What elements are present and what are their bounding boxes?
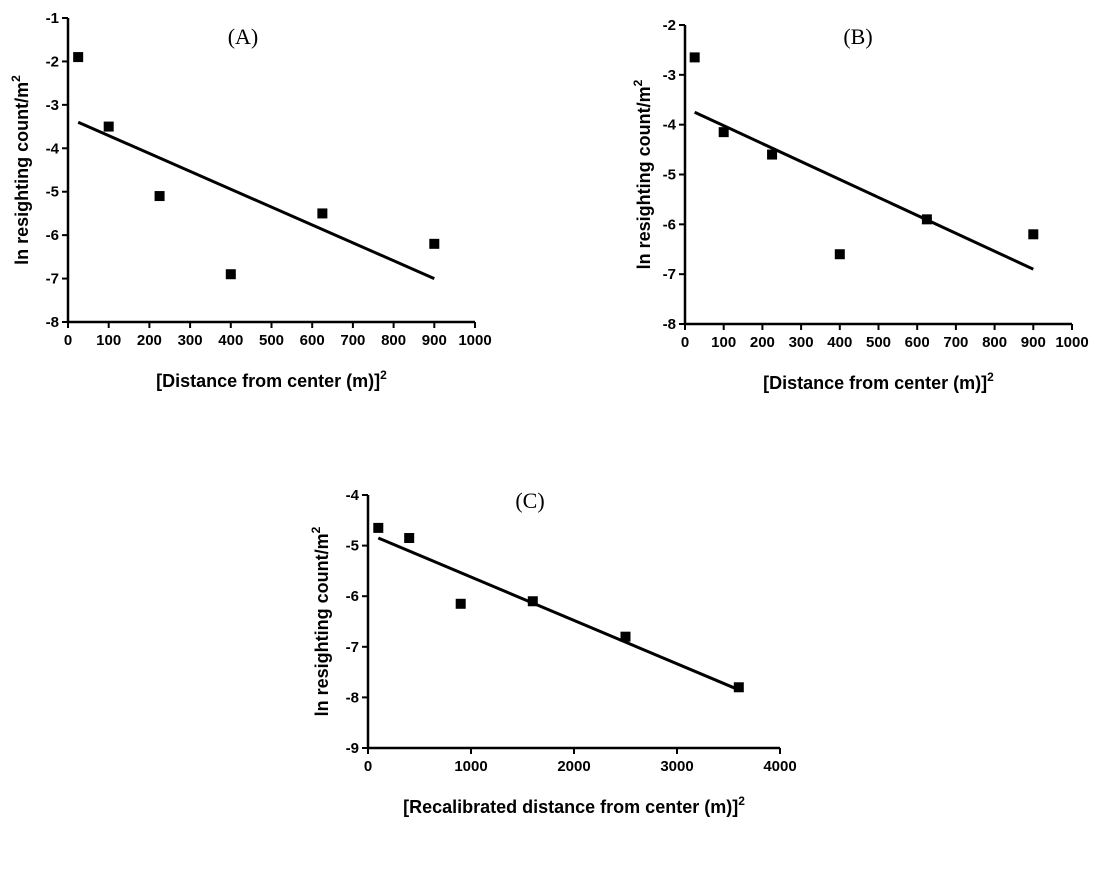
y-tick-label: -3 bbox=[663, 67, 676, 84]
x-tick-label: 400 bbox=[827, 334, 852, 351]
x-tick-label: 700 bbox=[943, 334, 968, 351]
regression-line bbox=[694, 110, 1034, 271]
data-point bbox=[154, 191, 165, 202]
y-tick-label: -5 bbox=[346, 538, 359, 555]
data-point bbox=[73, 52, 84, 63]
x-tick-label: 300 bbox=[178, 332, 203, 349]
y-axis-title: ln resighting count/m2 bbox=[309, 526, 332, 716]
data-point bbox=[404, 533, 415, 544]
data-point bbox=[1028, 229, 1039, 240]
data-point bbox=[103, 121, 114, 132]
panel-label: (B) bbox=[843, 24, 872, 49]
y-tick-label: -5 bbox=[46, 184, 59, 201]
data-point bbox=[834, 249, 845, 260]
x-axis-title: [Recalibrated distance from center (m)]2 bbox=[403, 794, 745, 817]
x-tick-label: 1000 bbox=[454, 758, 487, 775]
y-tick-label: -3 bbox=[46, 97, 59, 114]
y-tick-label: -9 bbox=[346, 740, 359, 757]
x-tick-label: 500 bbox=[866, 334, 891, 351]
chart-panel-c: 0 1000 2000 3000 4000 -9 -8 -7 -6 -5 -4 (C) [Recalib… bbox=[309, 487, 797, 817]
x-tick-label: 0 bbox=[364, 758, 372, 775]
y-tick-label: -6 bbox=[346, 588, 359, 605]
x-tick-label: 300 bbox=[789, 334, 814, 351]
y-axis-title: ln resighting count/m2 bbox=[9, 75, 32, 265]
x-axis-title: [Distance from center (m)]2 bbox=[156, 368, 387, 391]
y-tick-label: -4 bbox=[46, 140, 60, 157]
data-point bbox=[429, 238, 440, 249]
x-tick-label: 600 bbox=[905, 334, 930, 351]
x-axis-title: [Distance from center (m)]2 bbox=[763, 370, 994, 393]
y-tick-label: -7 bbox=[46, 271, 59, 288]
y-tick-label: -8 bbox=[346, 689, 359, 706]
x-tick-label: 0 bbox=[681, 334, 689, 351]
x-tick-label: 100 bbox=[96, 332, 121, 349]
x-tick-label: 900 bbox=[422, 332, 447, 349]
panel-label: (C) bbox=[515, 488, 544, 513]
y-tick-label: -8 bbox=[46, 314, 59, 331]
data-point bbox=[689, 52, 700, 63]
data-point bbox=[921, 214, 932, 225]
x-tick-label: 500 bbox=[259, 332, 284, 349]
regression-line bbox=[377, 536, 740, 692]
regression-line bbox=[77, 120, 435, 280]
y-tick-label: -7 bbox=[663, 266, 676, 283]
data-point bbox=[373, 522, 384, 533]
y-tick-label: -5 bbox=[663, 167, 676, 184]
data-point bbox=[620, 631, 631, 642]
y-tick-label: -6 bbox=[46, 227, 59, 244]
x-tick-label: 1000 bbox=[1055, 334, 1088, 351]
data-point bbox=[733, 682, 744, 693]
y-tick-label: -1 bbox=[46, 10, 59, 27]
y-tick-label: -4 bbox=[346, 487, 360, 504]
data-point bbox=[527, 596, 538, 607]
x-tick-label: 1000 bbox=[458, 332, 491, 349]
data-point bbox=[455, 598, 466, 609]
x-tick-label: 200 bbox=[137, 332, 162, 349]
y-tick-label: -8 bbox=[663, 316, 676, 333]
x-tick-label: 4000 bbox=[763, 758, 796, 775]
data-point bbox=[767, 149, 778, 160]
chart-panel-a: 0 100 200 300 400 500 600 700 800 900 1000 -8 -7 -6 -5… bbox=[9, 10, 492, 391]
y-tick-label: -2 bbox=[663, 17, 676, 34]
y-tick-label: -6 bbox=[663, 216, 676, 233]
x-tick-label: 400 bbox=[218, 332, 243, 349]
data-point bbox=[718, 127, 729, 138]
x-tick-label: 600 bbox=[300, 332, 325, 349]
y-tick-label: -2 bbox=[46, 53, 59, 70]
x-tick-label: 800 bbox=[982, 334, 1007, 351]
x-tick-label: 2000 bbox=[557, 758, 590, 775]
data-point bbox=[225, 269, 236, 280]
x-tick-label: 200 bbox=[750, 334, 775, 351]
data-point bbox=[317, 208, 328, 219]
y-tick-label: -7 bbox=[346, 639, 359, 656]
x-tick-label: 900 bbox=[1021, 334, 1046, 351]
x-tick-label: 0 bbox=[64, 332, 72, 349]
x-tick-label: 100 bbox=[711, 334, 736, 351]
x-tick-label: 700 bbox=[340, 332, 365, 349]
y-axis-title: ln resighting count/m2 bbox=[631, 79, 654, 269]
panel-label: (A) bbox=[228, 24, 259, 49]
x-tick-label: 3000 bbox=[660, 758, 693, 775]
chart-panel-b: 0 100 200 300 400 500 600 700 800 900 1000 -8 -7 -6 -5… bbox=[631, 17, 1089, 393]
y-tick-label: -4 bbox=[663, 117, 677, 134]
x-tick-label: 800 bbox=[381, 332, 406, 349]
